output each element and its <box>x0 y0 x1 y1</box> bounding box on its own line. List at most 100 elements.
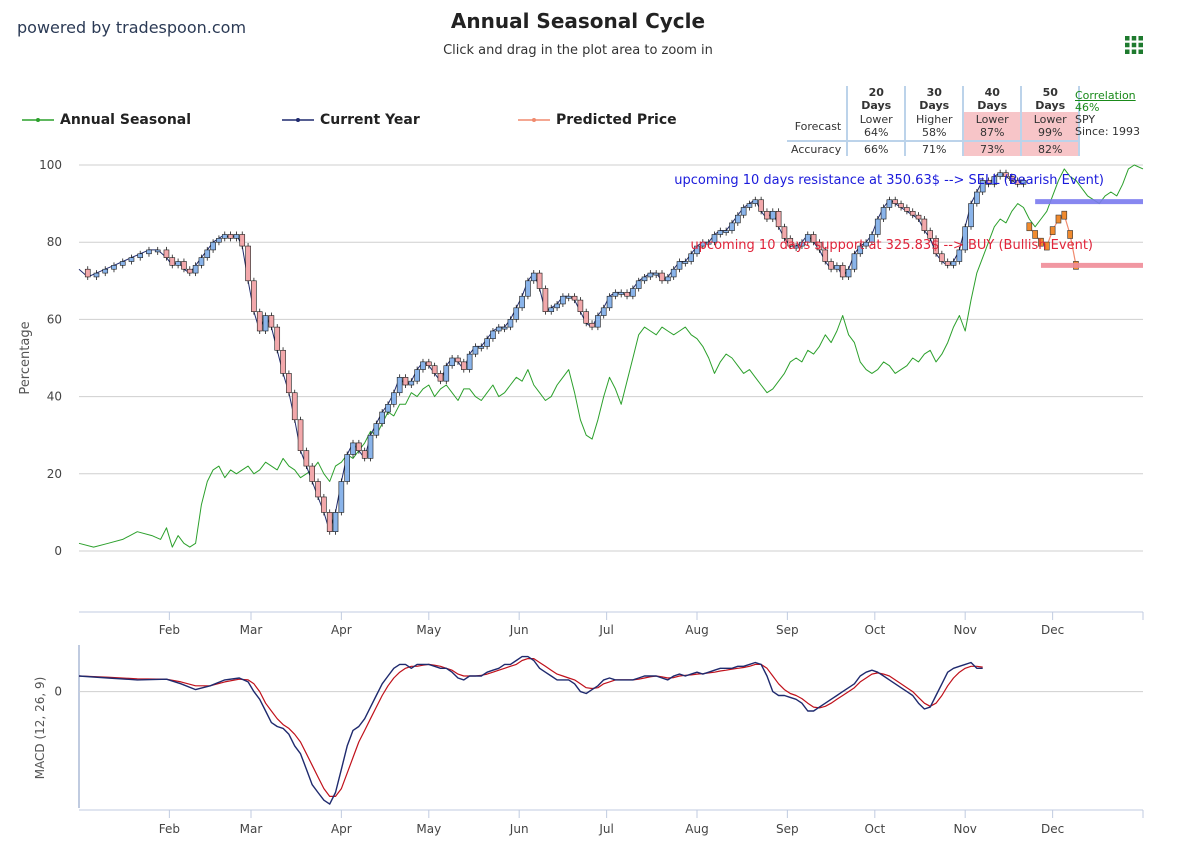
candle-body <box>641 276 648 282</box>
candle-body <box>962 226 968 251</box>
forecast-row-label: Forecast <box>787 112 849 142</box>
candle-body <box>102 268 109 274</box>
candle-body <box>321 496 327 513</box>
candle-body <box>460 361 467 370</box>
y-tick-label: 0 <box>54 544 62 558</box>
candle-body <box>665 276 671 282</box>
candle-body <box>635 280 642 289</box>
candle-body <box>740 207 747 216</box>
legend-line-navy-icon <box>282 118 314 122</box>
candle-body <box>332 512 339 533</box>
candle-body <box>227 234 234 239</box>
correlation-link[interactable]: Correlation <box>1075 89 1136 102</box>
candle-body <box>869 234 875 243</box>
col-header-50: 50 Days <box>1021 86 1081 112</box>
x-tick-label: May <box>416 623 441 637</box>
powered-by-text: powered by tradespoon.com <box>17 18 247 37</box>
candle-body <box>1009 176 1015 181</box>
candle-body <box>600 307 607 316</box>
candle-body <box>927 230 934 239</box>
candle-body <box>119 261 126 266</box>
candle-body <box>84 268 91 278</box>
candle-body <box>723 230 729 233</box>
candle-body <box>309 465 316 482</box>
x-tick-label: Dec <box>1041 623 1064 637</box>
candle-body <box>793 245 799 249</box>
predicted-candle <box>1049 226 1056 235</box>
legend-item-annual-seasonal[interactable]: Annual Seasonal <box>22 111 191 129</box>
y-tick-label: 20 <box>47 467 62 481</box>
candle-body <box>274 326 281 351</box>
forecast-cell-40: Lower 87% <box>963 112 1023 142</box>
col-header-30: 30 Days <box>905 86 965 112</box>
forecast-table: 20 Days 30 Days 40 Days 50 Days Forecast… <box>787 86 1081 156</box>
candle-body <box>525 280 531 297</box>
macd-x-tick-label: Apr <box>331 822 352 836</box>
x-tick-label: Nov <box>953 623 976 637</box>
accuracy-cell-20: 66% <box>847 141 907 156</box>
legend-item-predicted-price[interactable]: Predicted Price <box>518 111 677 129</box>
x-tick-label: Feb <box>159 623 180 637</box>
predicted-candle <box>1061 210 1068 220</box>
candle-body <box>315 481 321 498</box>
candle-body <box>472 346 479 355</box>
series-annual-seasonal <box>78 164 1144 548</box>
y-axis-label: Percentage <box>18 321 33 394</box>
candle-body <box>210 241 216 251</box>
candle-body <box>968 203 974 228</box>
legend-label: Predicted Price <box>556 112 677 128</box>
candle-body <box>137 253 144 258</box>
candle-body <box>192 265 199 274</box>
y-tick-label: 60 <box>47 312 62 326</box>
candle-body <box>414 369 420 382</box>
candle-body <box>857 245 864 255</box>
candle-body <box>735 214 741 224</box>
candle-body <box>682 261 689 264</box>
candle-body <box>93 272 100 278</box>
candle-body <box>939 253 945 262</box>
candle-body <box>612 292 619 297</box>
candle-body <box>169 257 176 266</box>
candle-body <box>198 257 205 266</box>
candle-body <box>216 238 222 243</box>
candle-body <box>560 295 566 305</box>
candle-body <box>513 307 520 320</box>
candle-body <box>904 207 910 212</box>
candle-body <box>344 454 350 482</box>
candle-body <box>245 245 251 282</box>
candle-body <box>991 176 998 185</box>
y-tick-label: 100 <box>39 158 62 172</box>
candle-body <box>396 376 403 394</box>
legend-item-current-year[interactable]: Current Year <box>282 111 420 129</box>
x-tick-label: Mar <box>240 623 263 637</box>
candle-body <box>431 365 438 374</box>
candle-body <box>921 218 928 231</box>
correlation-ticker: SPY <box>1075 113 1096 126</box>
candle-body <box>303 450 310 467</box>
candle-body <box>519 295 525 309</box>
candle-body <box>367 434 374 459</box>
macd-x-tick-label: Feb <box>159 822 180 836</box>
candle-body <box>828 261 834 270</box>
grid-menu-icon[interactable] <box>1125 36 1143 54</box>
correlation-since: Since: 1993 <box>1075 125 1141 138</box>
candle-body <box>268 315 275 328</box>
candle-body <box>373 423 380 436</box>
candle-body <box>874 218 881 235</box>
candle-body <box>717 230 724 235</box>
annotation-text: upcoming 10 days support at 325.83$ --> … <box>690 238 1093 253</box>
predicted-candle <box>1055 214 1062 224</box>
candle-body <box>758 199 764 212</box>
macd-x-tick-label: Jul <box>598 822 613 836</box>
candle-body <box>670 268 677 278</box>
candle-body <box>688 253 694 262</box>
candle-body <box>426 361 432 367</box>
candle-body <box>402 376 409 386</box>
macd-x-tick-label: Dec <box>1041 822 1064 836</box>
candle-body <box>985 180 992 185</box>
candle-body <box>466 353 473 370</box>
accuracy-cell-30: 71% <box>905 141 965 156</box>
candle-body <box>530 272 537 282</box>
candle-body <box>589 322 595 328</box>
series-macd-signal <box>78 657 983 798</box>
